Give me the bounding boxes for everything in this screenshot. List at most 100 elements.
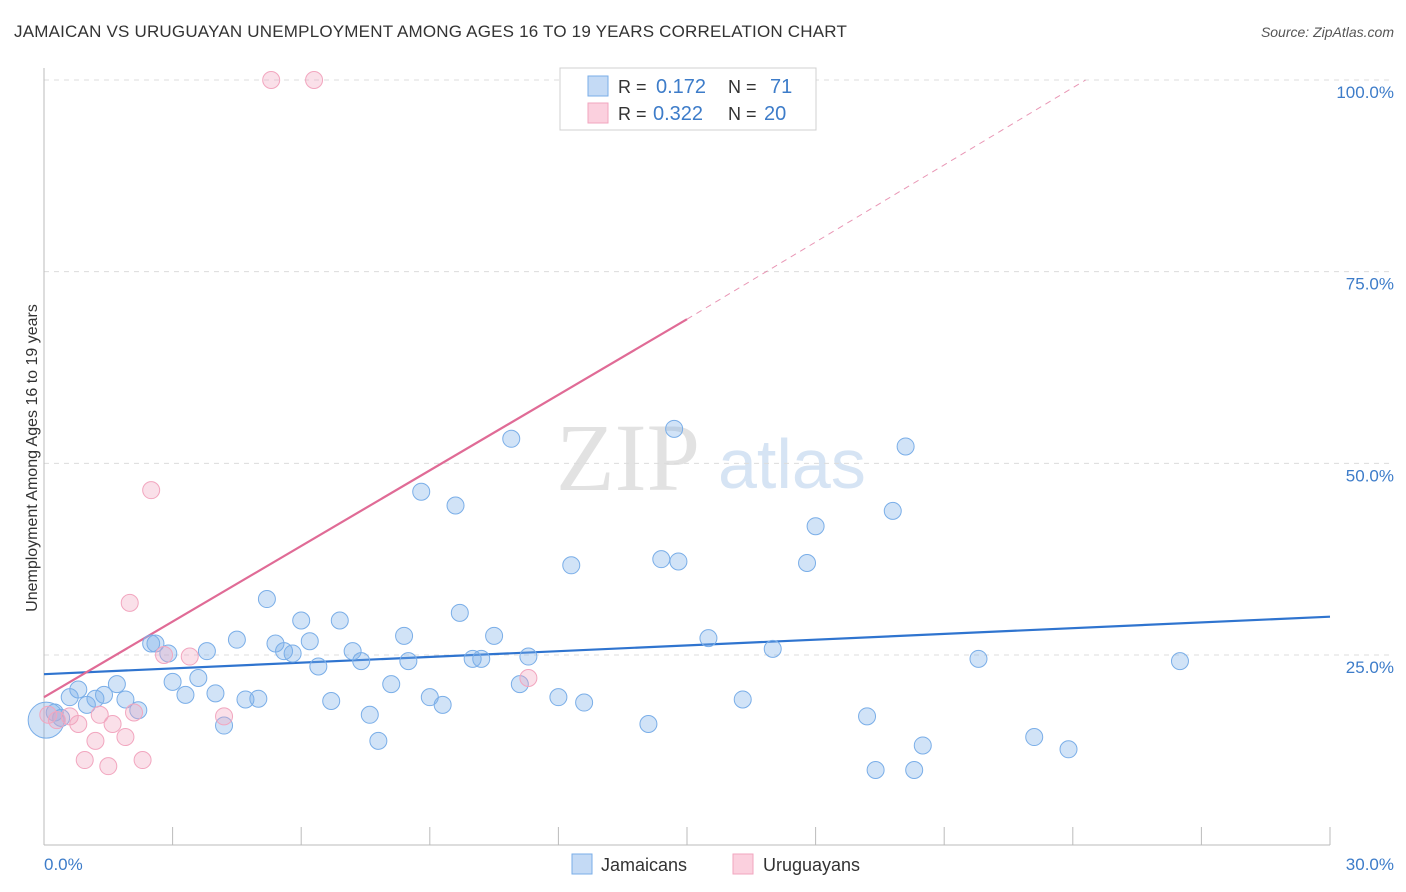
bottom-legend-swatch-uruguayans (732, 853, 754, 875)
point-jamaicans-54 (652, 550, 671, 569)
point-jamaicans-63 (866, 761, 885, 779)
bottom-legend-label-uruguayans: Uruguayans (763, 855, 860, 875)
watermark-atlas: atlas (718, 425, 866, 503)
point-uruguayans-16 (215, 707, 234, 726)
point-jamaicans-42 (446, 496, 465, 515)
point-jamaicans-60 (798, 554, 817, 572)
point-jamaicans-29 (309, 657, 328, 676)
point-jamaicans-14 (163, 672, 182, 691)
point-jamaicans-55 (665, 419, 684, 438)
y-tick-label-25: 25.0% (1346, 658, 1394, 677)
point-jamaicans-61 (806, 517, 825, 536)
data-points (27, 71, 1189, 779)
point-jamaicans-65 (896, 437, 915, 456)
point-uruguayans-14 (155, 646, 174, 664)
point-jamaicans-58 (733, 690, 752, 709)
point-jamaicans-8 (107, 675, 126, 694)
point-jamaicans-35 (369, 731, 388, 750)
point-uruguayans-9 (116, 728, 135, 747)
point-jamaicans-11 (142, 634, 161, 653)
point-jamaicans-33 (352, 652, 371, 671)
y-axis-title: Unemployment Among Ages 16 to 19 years (24, 304, 41, 612)
point-uruguayans-3 (69, 715, 88, 733)
point-jamaicans-15 (176, 685, 195, 704)
point-jamaicans-41 (433, 695, 452, 714)
y-tick-label-75: 75.0% (1346, 275, 1394, 294)
trend-line-uruguayans (43, 318, 688, 699)
series-legend: Jamaicans Uruguayans (571, 853, 860, 875)
y-tick-labels: 25.0% 50.0% 75.0% 100.0% (1336, 83, 1394, 677)
point-jamaicans-9 (116, 690, 135, 709)
point-jamaicans-19 (215, 716, 234, 735)
legend-r-label-uruguayans: R = (618, 104, 647, 124)
point-jamaicans-57 (699, 629, 718, 648)
trend-line-ext-uruguayans (686, 79, 1086, 320)
point-uruguayans-6 (90, 705, 109, 724)
point-jamaicans-45 (472, 649, 491, 668)
point-jamaicans-20 (227, 630, 246, 649)
point-jamaicans-53 (639, 715, 658, 733)
point-jamaicans-59 (763, 639, 782, 658)
point-jamaicans-68 (969, 649, 988, 668)
point-uruguayans-15 (180, 647, 199, 666)
point-jamaicans-47 (502, 429, 521, 448)
point-uruguayans-10 (120, 593, 139, 612)
point-jamaicans-18 (206, 684, 225, 703)
point-uruguayans-8 (103, 715, 122, 733)
point-jamaicans-37 (395, 626, 414, 645)
point-jamaicans-34 (360, 705, 379, 724)
point-jamaicans-62 (858, 707, 877, 726)
point-jamaicans-22 (249, 689, 268, 708)
y-tick-label-100: 100.0% (1336, 83, 1394, 102)
point-uruguayans-13 (142, 481, 161, 500)
point-jamaicans-56 (669, 552, 688, 571)
point-jamaicans-50 (549, 688, 568, 707)
axes (43, 68, 1331, 846)
point-jamaicans-7 (95, 685, 114, 704)
legend-n-label-jamaicans: N = (728, 77, 757, 97)
point-jamaicans-70 (1059, 740, 1078, 759)
point-uruguayans-19 (519, 669, 538, 687)
x-tick-label-min: 0.0% (44, 855, 83, 874)
point-jamaicans-49 (519, 647, 538, 666)
trend-lines (43, 79, 1331, 699)
point-jamaicans-36 (382, 675, 401, 694)
point-uruguayans-11 (125, 703, 144, 722)
legend-n-value-jamaicans: 71 (770, 76, 792, 98)
legend-n-label-uruguayans: N = (728, 104, 757, 124)
point-uruguayans-0 (39, 705, 58, 724)
point-uruguayans-12 (133, 751, 152, 770)
point-uruguayans-18 (305, 71, 324, 89)
point-jamaicans-16 (189, 669, 208, 687)
point-jamaicans-23 (257, 590, 276, 609)
legend-swatch-uruguayans (587, 102, 609, 124)
point-jamaicans-52 (575, 693, 594, 712)
point-jamaicans-67 (913, 736, 932, 755)
point-jamaicans-26 (283, 644, 302, 663)
point-jamaicans-38 (399, 652, 418, 671)
stats-legend: R = 0.172 N = 71 R = 0.322 N = 20 (559, 67, 817, 131)
point-jamaicans-43 (450, 603, 469, 622)
chart-source: Source: ZipAtlas.com (1260, 24, 1394, 40)
point-uruguayans-4 (75, 751, 94, 770)
point-jamaicans-51 (562, 556, 581, 575)
x-tick-label-max: 30.0% (1346, 855, 1394, 874)
bottom-legend-label-jamaicans: Jamaicans (601, 855, 687, 875)
point-jamaicans-71 (1170, 652, 1189, 671)
point-jamaicans-21 (236, 690, 255, 709)
point-jamaicans-46 (485, 626, 504, 645)
point-jamaicans-69 (1025, 728, 1044, 747)
chart-title: JAMAICAN VS URUGUAYAN UNEMPLOYMENT AMONG… (14, 22, 848, 41)
bottom-legend-swatch-jamaicans (571, 853, 593, 875)
point-jamaicans-28 (300, 632, 319, 651)
point-jamaicans-4 (69, 680, 88, 699)
point-jamaicans-17 (197, 642, 216, 661)
legend-swatch-jamaicans (587, 75, 609, 97)
point-jamaicans-66 (905, 761, 924, 779)
gridlines (44, 79, 1394, 656)
y-tick-label-50: 50.0% (1346, 466, 1394, 485)
point-uruguayans-5 (86, 731, 105, 750)
point-jamaicans-39 (412, 482, 431, 501)
point-uruguayans-17 (262, 71, 281, 89)
